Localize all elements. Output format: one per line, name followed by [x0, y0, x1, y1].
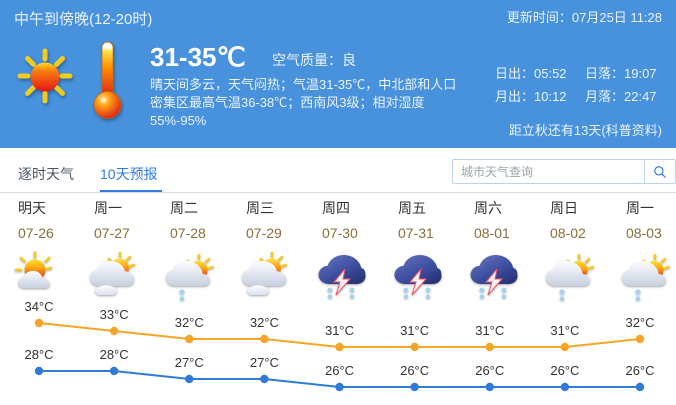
- svg-text:31°C: 31°C: [400, 323, 429, 338]
- svg-text:31°C: 31°C: [475, 323, 504, 338]
- svg-text:26°C: 26°C: [475, 363, 504, 378]
- svg-text:28°C: 28°C: [24, 347, 53, 362]
- svg-text:26°C: 26°C: [400, 363, 429, 378]
- svg-text:31°C: 31°C: [325, 323, 354, 338]
- svg-text:31°C: 31°C: [550, 323, 579, 338]
- svg-text:26°C: 26°C: [625, 363, 654, 378]
- svg-text:28°C: 28°C: [100, 347, 129, 362]
- svg-text:32°C: 32°C: [625, 315, 654, 330]
- svg-text:34°C: 34°C: [24, 300, 53, 314]
- svg-text:27°C: 27°C: [250, 355, 279, 370]
- svg-text:32°C: 32°C: [175, 315, 204, 330]
- svg-text:26°C: 26°C: [550, 363, 579, 378]
- svg-text:32°C: 32°C: [250, 315, 279, 330]
- svg-text:27°C: 27°C: [175, 355, 204, 370]
- svg-text:26°C: 26°C: [325, 363, 354, 378]
- svg-text:33°C: 33°C: [100, 307, 129, 322]
